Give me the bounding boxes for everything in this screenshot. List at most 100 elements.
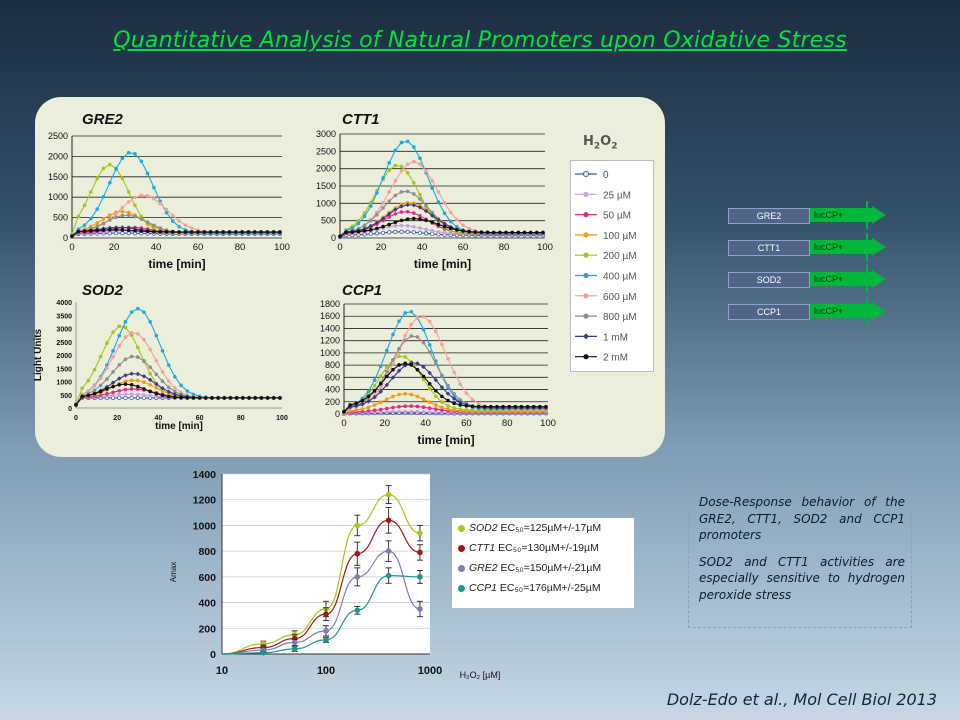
data-point bbox=[185, 396, 190, 400]
data-point bbox=[380, 230, 386, 235]
data-point bbox=[498, 230, 502, 235]
data-point bbox=[385, 410, 389, 414]
data-point bbox=[260, 649, 267, 656]
kinetic-panel-ctt1: CTT1 0 500 1000 1500 2000 2500 3000 0 20 40 60 80 100… bbox=[316, 111, 553, 271]
legend-label: 1 mM bbox=[603, 332, 628, 343]
data-point bbox=[356, 229, 361, 234]
panel-title: GRE2 bbox=[82, 111, 124, 128]
y-tick-label: 4000 bbox=[56, 300, 72, 307]
ec50-value: EC₅₀=176µM+/-25µM bbox=[497, 582, 601, 594]
data-point bbox=[458, 382, 463, 386]
x-tick-label: 80 bbox=[499, 242, 510, 253]
data-point bbox=[412, 192, 416, 196]
data-point bbox=[145, 171, 150, 176]
data-point bbox=[259, 396, 264, 400]
data-point bbox=[397, 346, 401, 351]
data-point bbox=[467, 226, 471, 231]
data-point bbox=[403, 333, 408, 338]
slide-title: Quantitative Analysis of Natural Promote… bbox=[113, 28, 847, 53]
data-point bbox=[375, 191, 379, 195]
legend-label: 800 µM bbox=[603, 312, 637, 323]
data-point bbox=[259, 230, 263, 234]
data-point bbox=[123, 392, 128, 397]
data-point bbox=[350, 226, 355, 230]
data-point bbox=[171, 230, 175, 234]
data-point bbox=[387, 215, 392, 219]
y-tick-label: 3000 bbox=[316, 129, 336, 139]
data-point bbox=[381, 224, 385, 229]
data-point bbox=[108, 162, 112, 167]
data-point bbox=[385, 369, 389, 374]
data-point bbox=[208, 230, 213, 234]
data-point bbox=[399, 164, 404, 169]
data-point bbox=[525, 404, 530, 409]
series-line bbox=[71, 229, 280, 237]
data-point bbox=[354, 550, 361, 557]
reporter-box: lucCP+ bbox=[810, 208, 872, 222]
data-point bbox=[412, 216, 416, 221]
legend-entry: 100 µM bbox=[575, 231, 637, 242]
data-point bbox=[535, 230, 539, 235]
data-point bbox=[145, 229, 150, 234]
data-point bbox=[148, 382, 152, 387]
data-point bbox=[387, 190, 392, 194]
data-point bbox=[133, 203, 137, 208]
data-point bbox=[110, 380, 116, 385]
data-point bbox=[403, 338, 408, 343]
data-point bbox=[129, 310, 134, 314]
data-point bbox=[412, 224, 416, 229]
legend-label: 2 mM bbox=[603, 353, 628, 364]
data-point bbox=[183, 223, 188, 227]
data-point bbox=[427, 319, 432, 324]
data-point bbox=[427, 350, 432, 355]
data-point bbox=[158, 229, 162, 234]
data-point bbox=[405, 139, 410, 144]
data-point bbox=[397, 363, 401, 367]
y-tick-label: 600 bbox=[325, 372, 340, 382]
data-point bbox=[126, 150, 131, 155]
data-point bbox=[458, 397, 463, 402]
data-point bbox=[436, 190, 441, 194]
series-line bbox=[343, 362, 546, 413]
data-point bbox=[522, 230, 527, 235]
data-point bbox=[473, 230, 478, 234]
data-point bbox=[210, 396, 214, 400]
data-point bbox=[246, 230, 251, 234]
data-point bbox=[158, 226, 162, 230]
data-point bbox=[434, 329, 438, 334]
description-box: Dose-Response behavior of the GRE2, CTT1… bbox=[688, 487, 912, 628]
data-point bbox=[415, 335, 420, 339]
ec50-value: EC₅₀=150µM+/-21µM bbox=[497, 562, 602, 574]
gene-name: GRE2 bbox=[469, 562, 498, 574]
data-point bbox=[415, 367, 420, 372]
data-point bbox=[129, 395, 134, 401]
y-tick-label: 2000 bbox=[316, 164, 336, 174]
data-point bbox=[424, 203, 428, 208]
data-point bbox=[436, 200, 441, 204]
data-point bbox=[403, 361, 408, 366]
data-point bbox=[191, 396, 196, 400]
data-point bbox=[183, 230, 188, 234]
data-point bbox=[415, 361, 420, 366]
data-point bbox=[111, 370, 115, 374]
ec50-legend: SOD2 EC₅₀=125µM+/-17µM CTT1 EC₅₀=130µM+/… bbox=[452, 518, 634, 608]
data-point bbox=[123, 335, 128, 340]
data-point bbox=[148, 320, 152, 324]
x-axis-label: time [min] bbox=[414, 257, 471, 271]
x-tick-label: 0 bbox=[74, 415, 78, 422]
data-point bbox=[111, 393, 115, 398]
data-point bbox=[117, 363, 122, 367]
data-point bbox=[405, 217, 410, 221]
x-tick-label: 0 bbox=[69, 242, 74, 253]
x-tick-label: 60 bbox=[196, 415, 204, 422]
data-point bbox=[141, 374, 147, 379]
data-point bbox=[126, 213, 131, 218]
data-point bbox=[417, 574, 423, 580]
data-point bbox=[387, 161, 392, 165]
data-point bbox=[427, 381, 432, 386]
legend-label: 50 µM bbox=[603, 211, 631, 222]
data-point bbox=[154, 359, 159, 363]
data-point bbox=[418, 192, 422, 197]
legend-entry: 25 µM bbox=[575, 190, 631, 201]
data-point bbox=[152, 196, 156, 201]
